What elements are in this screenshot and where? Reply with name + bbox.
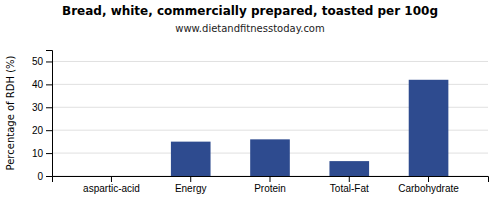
y-tick: 30 — [32, 102, 52, 113]
y-tick: 0 — [37, 171, 52, 182]
y-tick-label: 40 — [32, 79, 44, 90]
y-tick-mark — [46, 130, 52, 131]
grid — [52, 61, 488, 176]
y-tick-mark — [46, 61, 52, 62]
bar — [329, 161, 369, 176]
x-tick-label: Protein — [254, 183, 286, 194]
y-tick-mark — [46, 84, 52, 85]
bar — [250, 139, 290, 176]
x-tick-label: aspartic-acid — [83, 183, 140, 194]
bar — [92, 176, 132, 177]
grid-line — [52, 61, 488, 62]
subtitle: www.dietandfitnesstoday.com — [175, 23, 324, 34]
y-tick-label: 10 — [32, 148, 44, 159]
y-tick: 50 — [32, 56, 52, 67]
bars — [171, 80, 448, 176]
x-tick: Energy — [175, 176, 207, 194]
y-tick-label: 50 — [32, 56, 44, 67]
x-tick: Carbohydrate — [398, 176, 459, 194]
bar — [171, 142, 211, 176]
y-tick-label: 0 — [37, 171, 43, 182]
y-axis-title: Percentage of RDH (%) — [5, 55, 16, 170]
title: Bread, white, commercially prepared, toa… — [62, 4, 438, 18]
y-tick-mark — [46, 107, 52, 108]
x-axis: aspartic-acid Energy Protein Total-Fat Carbo… — [53, 176, 489, 194]
x-tick-label: Carbohydrate — [398, 183, 459, 194]
x-tick-mark — [190, 176, 191, 182]
y-tick: 40 — [32, 79, 52, 90]
y-tick-mark — [46, 176, 52, 177]
plot: 0 10 20 30 40 50 aspartic-acid Energy Protein Tot… — [32, 51, 489, 195]
x-tick: Total-Fat — [330, 176, 369, 194]
chart: Bread, white, commercially prepared, toa… — [0, 0, 500, 200]
y-axis-line — [46, 51, 53, 177]
y-tick: 10 — [32, 148, 52, 159]
y-tick-label: 30 — [32, 102, 44, 113]
x-tick: aspartic-acid — [83, 176, 140, 194]
bar — [409, 80, 449, 176]
y-tick: 20 — [32, 125, 52, 136]
y-tick-label: 20 — [32, 125, 44, 136]
y-tick-mark — [46, 153, 52, 154]
x-tick-label: Total-Fat — [330, 183, 369, 194]
x-tick-mark — [111, 176, 112, 182]
x-tick: Protein — [254, 176, 286, 194]
x-tick-mark — [270, 176, 271, 182]
x-tick-label: Energy — [175, 183, 207, 194]
x-tick-mark — [428, 176, 429, 182]
y-axis: 0 10 20 30 40 50 — [32, 51, 53, 182]
x-tick-mark — [349, 176, 350, 182]
x-axis-line — [53, 177, 489, 183]
